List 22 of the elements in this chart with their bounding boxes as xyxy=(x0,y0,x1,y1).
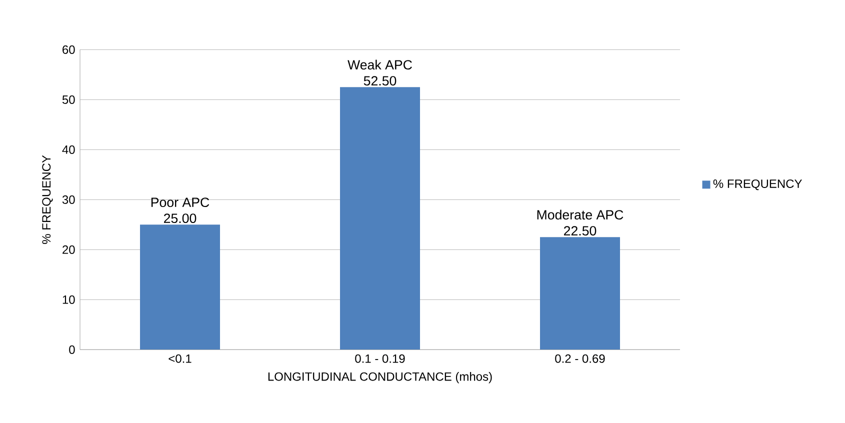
data-label: 25.00 xyxy=(164,214,196,224)
y-tick-label: 10 xyxy=(62,295,75,304)
bar xyxy=(540,237,620,350)
legend-label: % FREQUENCY xyxy=(713,179,802,190)
x-axis-title: LONGITUDINAL CONDUCTANCE (mhos) xyxy=(268,372,492,384)
y-axis-title: % FREQUENCY xyxy=(42,155,53,244)
x-tick-label: 0.2 - 0.69 xyxy=(555,354,605,363)
bar xyxy=(340,87,420,350)
y-tick-label: 20 xyxy=(62,245,75,254)
x-tick-label: 0.1 - 0.19 xyxy=(355,354,405,363)
y-tick-label: 0 xyxy=(69,345,75,354)
y-tick-label: 30 xyxy=(62,195,75,204)
y-tick-label: 50 xyxy=(62,95,75,104)
annotation: Poor APC xyxy=(151,198,210,208)
y-tick-label: 40 xyxy=(62,145,75,154)
bar xyxy=(140,224,220,350)
annotation: Weak APC xyxy=(348,60,412,70)
data-label: 52.50 xyxy=(364,76,396,86)
x-tick-label: <0.1 xyxy=(168,354,192,363)
data-label: 22.50 xyxy=(564,226,596,236)
annotation: Moderate APC xyxy=(537,210,624,220)
y-tick-label: 60 xyxy=(62,45,75,54)
